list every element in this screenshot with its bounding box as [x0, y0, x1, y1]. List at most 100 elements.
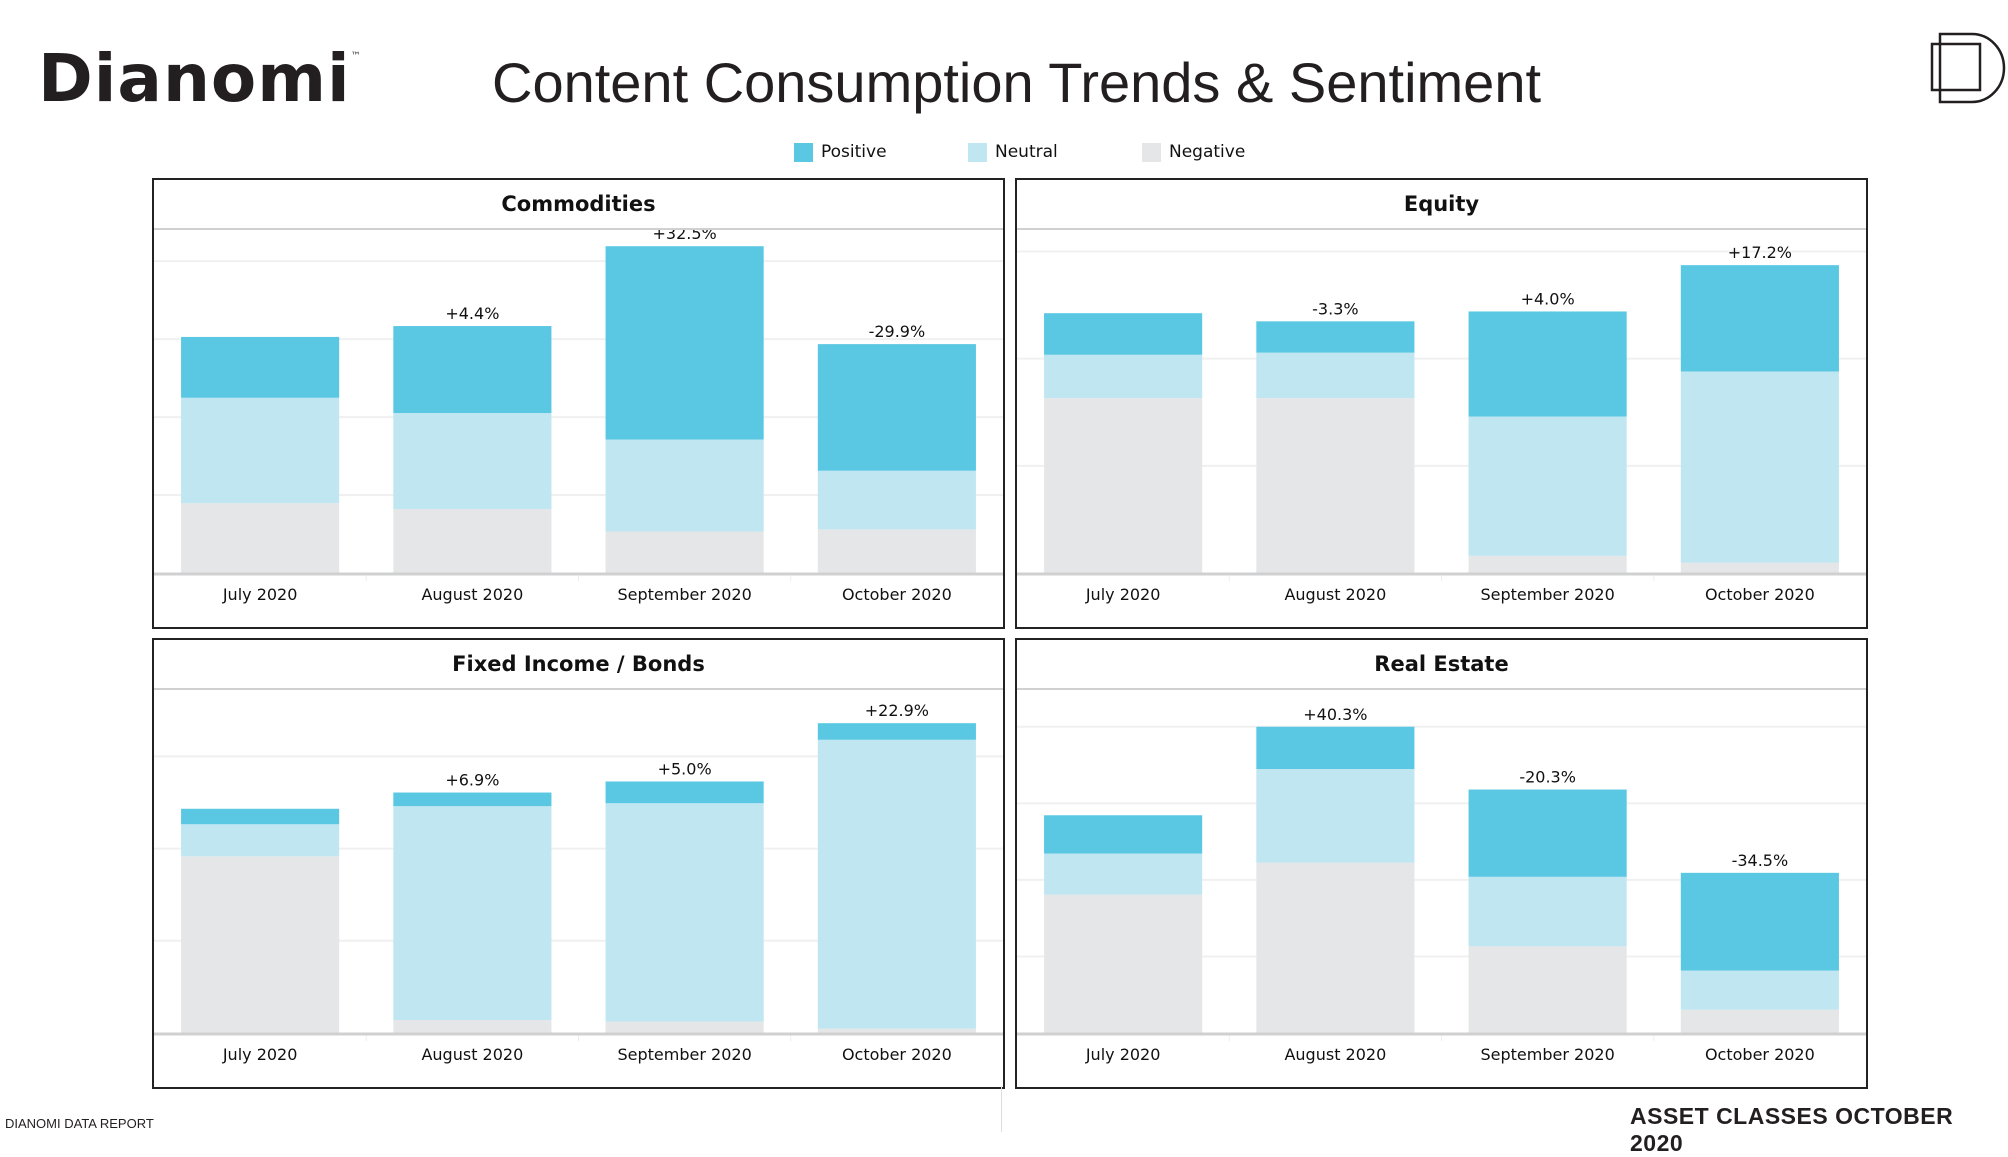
data-label: -29.9%: [869, 322, 926, 341]
chart-fixed-income: July 2020 +6.9% August 2020 +5.0% September …: [154, 701, 1003, 1064]
data-label: +40.3%: [1303, 705, 1367, 724]
bar-segment-positive: [181, 336, 340, 398]
bar-segment-neutral: [605, 803, 764, 1022]
bar-segment-neutral: [1468, 416, 1627, 556]
bar-segment-negative: [605, 1021, 764, 1033]
chart-panel-equity: Equity July 2020 -3.3% August 2020 +4.0% Sep…: [1015, 178, 1868, 629]
x-tick-label: August 2020: [421, 585, 523, 604]
data-label: +32.5%: [653, 230, 717, 243]
chart-title: Commodities: [154, 180, 1003, 230]
bar-segment-neutral: [1256, 352, 1415, 399]
legend-item-negative: Negative: [1142, 142, 1245, 162]
chart-real-estate: July 2020 +40.3% August 2020 -20.3% Septembe…: [1017, 705, 1866, 1064]
footer-report-title: ASSET CLASSES OCTOBER 2020: [1630, 1103, 1954, 1156]
data-label: -3.3%: [1312, 299, 1358, 318]
x-tick-label: August 2020: [1284, 585, 1386, 604]
chart-panel-commodities: Commodities July 2020 +4.4% August 2020 +32…: [152, 178, 1005, 629]
x-tick-label: August 2020: [421, 1045, 523, 1064]
data-label: +4.4%: [445, 304, 499, 323]
x-tick-label: September 2020: [618, 585, 752, 604]
x-tick-label: October 2020: [1705, 1045, 1815, 1064]
data-label: -34.5%: [1732, 851, 1789, 870]
bar-segment-negative: [1468, 946, 1627, 1033]
bar-segment-positive: [1468, 311, 1627, 417]
bar-segment-neutral: [1044, 354, 1203, 399]
data-label: +17.2%: [1728, 243, 1792, 262]
footer-report-label: DIANOMI DATA REPORT: [5, 1116, 154, 1131]
chart-panel-real-estate: Real Estate July 2020 +40.3% August 2020 -2…: [1015, 638, 1868, 1089]
bar-segment-neutral: [393, 413, 552, 510]
legend-swatch-negative: [1142, 142, 1161, 162]
bar-segment-negative: [181, 503, 340, 573]
bar-segment-neutral: [605, 439, 764, 532]
x-tick-label: October 2020: [1705, 585, 1815, 604]
x-tick-label: October 2020: [842, 585, 952, 604]
bar-segment-positive: [1468, 789, 1627, 877]
chart-title: Real Estate: [1017, 640, 1866, 690]
chart-title: Fixed Income / Bonds: [154, 640, 1003, 690]
bar-segment-positive: [1680, 265, 1839, 372]
divider: [1001, 1086, 1002, 1132]
bar-segment-negative: [1256, 862, 1415, 1033]
bar-segment-negative: [605, 531, 764, 573]
legend-label: Neutral: [995, 142, 1058, 162]
bar-segment-negative: [1256, 398, 1415, 573]
bar-segment-negative: [1044, 894, 1203, 1033]
legend-item-neutral: Neutral: [968, 142, 1058, 162]
x-tick-label: July 2020: [222, 585, 298, 604]
bar-segment-negative: [817, 1028, 976, 1033]
bar-segment-positive: [605, 246, 764, 440]
bar-segment-negative: [1468, 555, 1627, 573]
x-tick-label: July 2020: [1085, 1045, 1161, 1064]
bar-segment-positive: [393, 326, 552, 414]
bar-segment-neutral: [1680, 970, 1839, 1010]
x-tick-label: July 2020: [1085, 585, 1161, 604]
dianomi-logo: Dianomi™: [38, 46, 362, 112]
chart-panel-fixed-income: Fixed Income / Bonds July 2020 +6.9% Augus…: [152, 638, 1005, 1089]
x-tick-label: August 2020: [1284, 1045, 1386, 1064]
bar-segment-neutral: [393, 806, 552, 1021]
chart-equity: July 2020 -3.3% August 2020 +4.0% September …: [1017, 243, 1866, 604]
bar-segment-neutral: [1256, 769, 1415, 863]
bar-segment-positive: [1044, 815, 1203, 854]
data-label: +22.9%: [865, 701, 929, 720]
x-tick-label: September 2020: [1481, 1045, 1615, 1064]
bar-segment-neutral: [817, 739, 976, 1029]
data-label: +4.0%: [1521, 289, 1575, 308]
bar-segment-positive: [181, 808, 340, 825]
bar-segment-neutral: [1680, 371, 1839, 563]
bar-segment-neutral: [1468, 876, 1627, 947]
bar-segment-negative: [1680, 1009, 1839, 1033]
bar-segment-neutral: [817, 470, 976, 530]
data-label: +5.0%: [658, 759, 712, 778]
chart-title: Equity: [1017, 180, 1866, 230]
bar-segment-neutral: [181, 824, 340, 857]
bar-segment-positive: [1680, 872, 1839, 971]
bar-segment-positive: [605, 781, 764, 804]
bar-segment-neutral: [1044, 853, 1203, 895]
x-tick-label: October 2020: [842, 1045, 952, 1064]
legend: Positive Neutral Negative: [0, 142, 2008, 166]
logo-text: Dianomi: [38, 40, 351, 117]
legend-swatch-positive: [794, 142, 813, 162]
bar-segment-positive: [817, 344, 976, 471]
bar-segment-positive: [393, 792, 552, 807]
chart-commodities: July 2020 +4.4% August 2020 +32.5% September…: [154, 230, 1003, 604]
bar-segment-negative: [1044, 398, 1203, 573]
bar-segment-positive: [1256, 321, 1415, 353]
bar-segment-positive: [1256, 726, 1415, 770]
legend-item-positive: Positive: [794, 142, 887, 162]
logo-trademark: ™: [350, 51, 362, 62]
bar-segment-negative: [1680, 562, 1839, 573]
bar-segment-negative: [393, 509, 552, 573]
bar-segment-negative: [181, 856, 340, 1033]
bar-segment-negative: [817, 529, 976, 573]
legend-swatch-neutral: [968, 142, 987, 162]
dianomi-d-mark-icon: [1930, 32, 2006, 104]
data-label: -20.3%: [1519, 768, 1576, 787]
x-tick-label: July 2020: [222, 1045, 298, 1064]
data-label: +6.9%: [445, 771, 499, 790]
bar-segment-positive: [1044, 313, 1203, 355]
legend-label: Negative: [1169, 142, 1246, 162]
bar-segment-positive: [817, 723, 976, 740]
